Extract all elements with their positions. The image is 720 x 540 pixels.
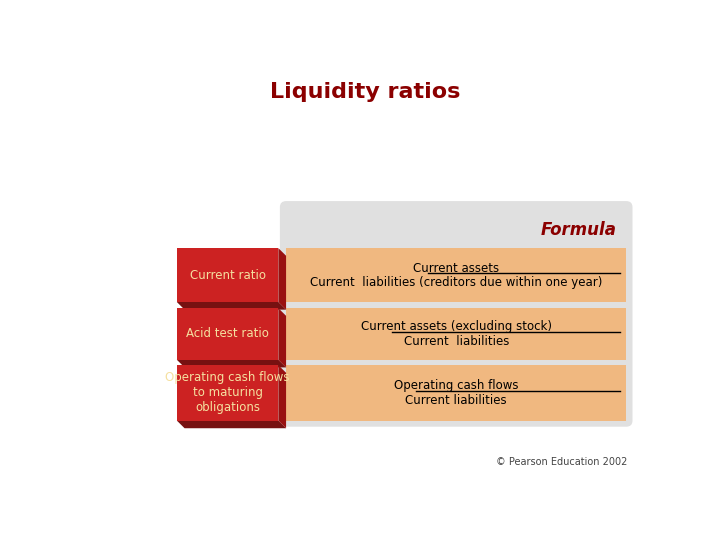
Polygon shape [279,365,286,428]
Polygon shape [177,360,286,367]
Text: Current assets: Current assets [413,261,499,274]
Polygon shape [279,248,286,309]
Text: Current ratio: Current ratio [189,268,266,281]
Text: Current assets (excluding stock): Current assets (excluding stock) [361,320,552,334]
Text: Current liabilities: Current liabilities [405,394,507,407]
Text: Current  liabilities (creditors due within one year): Current liabilities (creditors due withi… [310,276,603,289]
Text: Formula: Formula [541,221,617,239]
Text: Operating cash flows: Operating cash flows [394,380,518,393]
Text: Current  liabilities: Current liabilities [403,335,509,348]
Text: Acid test ratio: Acid test ratio [186,327,269,340]
Text: Operating cash flows
to maturing
obligations: Operating cash flows to maturing obligat… [166,372,290,414]
FancyBboxPatch shape [286,308,626,360]
FancyBboxPatch shape [177,248,279,302]
FancyBboxPatch shape [177,308,279,360]
FancyBboxPatch shape [280,201,632,427]
Text: © Pearson Education 2002: © Pearson Education 2002 [495,457,627,467]
FancyBboxPatch shape [177,365,279,421]
Polygon shape [279,308,286,367]
Polygon shape [177,421,286,428]
FancyBboxPatch shape [286,365,626,421]
Polygon shape [177,302,286,309]
FancyBboxPatch shape [286,248,626,302]
Text: Liquidity ratios: Liquidity ratios [270,82,460,102]
